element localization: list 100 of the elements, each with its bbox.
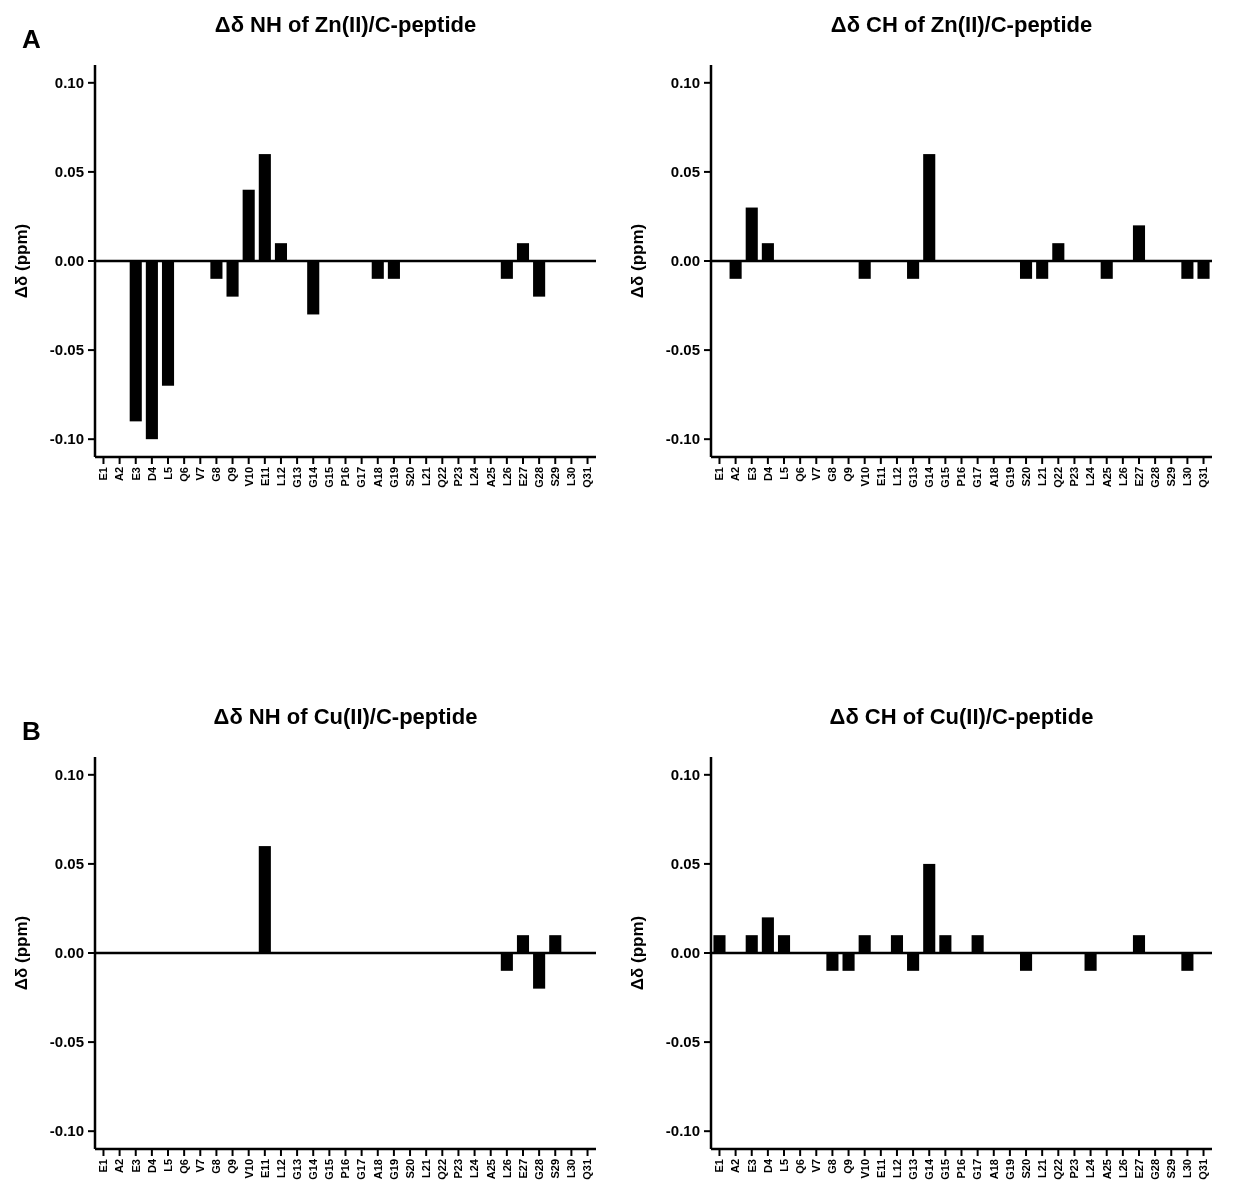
x-tick-label: G13 — [290, 467, 303, 488]
x-tick-label: L12 — [274, 467, 287, 486]
y-tick-label: 0.10 — [670, 74, 700, 92]
x-tick-label: G13 — [906, 467, 919, 488]
x-tick-label: G8 — [210, 467, 223, 482]
x-tick-label: G15 — [939, 467, 952, 488]
x-tick-label: Q22 — [1052, 1159, 1065, 1180]
x-tick-label: Q9 — [842, 467, 855, 482]
x-tick-label: L30 — [1181, 1159, 1194, 1178]
x-tick-label: Q22 — [436, 1159, 449, 1180]
text: B — [22, 716, 41, 746]
x-tick-label: Q22 — [436, 467, 449, 488]
x-tick-label: Q22 — [1052, 467, 1065, 488]
x-tick-label: P23 — [452, 467, 465, 487]
x-tick-label: D4 — [145, 466, 158, 482]
x-tick-label: L26 — [1116, 467, 1129, 486]
x-tick-label: G8 — [210, 1159, 223, 1174]
x-tick-label: P23 — [1068, 467, 1081, 487]
x-tick-label: L24 — [1084, 466, 1097, 486]
x-tick-label: L5 — [777, 467, 790, 480]
y-tick-label: 0.05 — [54, 855, 84, 873]
y-tick-label: 0.10 — [54, 74, 84, 92]
x-tick-label: Q31 — [581, 467, 594, 488]
x-tick-label: A18 — [987, 1159, 1000, 1180]
x-tick-label: E11 — [258, 1159, 271, 1178]
x-tick-label: L24 — [468, 466, 481, 486]
x-tick-label: L24 — [468, 1158, 481, 1178]
x-tick-label: D4 — [761, 1158, 774, 1174]
x-tick-label: A2 — [729, 467, 742, 482]
x-tick-label: G14 — [307, 1158, 320, 1180]
x-tick-label: A18 — [371, 1159, 384, 1180]
x-tick-label: L5 — [161, 467, 174, 480]
x-tick-label: V7 — [810, 1159, 823, 1173]
x-tick-label: L26 — [1116, 1159, 1129, 1178]
x-tick-label: P16 — [955, 1159, 968, 1179]
x-tick-label: L21 — [420, 1159, 433, 1178]
x-tick-label: Q6 — [794, 467, 806, 482]
x-tick-label: Q6 — [178, 467, 190, 482]
x-tick-label: E11 — [874, 1159, 887, 1178]
y-tick-label: 0.00 — [670, 252, 700, 270]
y-tick-label: -0.05 — [665, 1033, 700, 1051]
x-tick-label: G8 — [826, 467, 839, 482]
x-tick-label: G17 — [971, 1159, 984, 1180]
x-tick-label: P23 — [1068, 1159, 1081, 1179]
y-axis-title: Δδ (ppm) — [628, 915, 647, 991]
x-tick-label: A25 — [484, 467, 497, 488]
x-tick-label: S29 — [549, 1159, 562, 1179]
chart-title: Δδ CH of Zn(II)/C-peptide — [830, 12, 1093, 37]
x-tick-label: A2 — [729, 1159, 742, 1174]
chart-title: Δδ CH of Cu(II)/C-peptide — [829, 704, 1094, 729]
x-tick-label: E1 — [713, 1159, 726, 1173]
x-tick-label: A25 — [1100, 467, 1113, 488]
x-tick-label: Q31 — [1197, 1159, 1210, 1180]
x-tick-label: G28 — [532, 1159, 545, 1180]
x-tick-label: L30 — [565, 467, 578, 486]
x-tick-label: G8 — [826, 1159, 839, 1174]
x-tick-label: Q6 — [178, 1159, 190, 1174]
x-tick-label: E27 — [1132, 1159, 1145, 1179]
x-tick-label: G14 — [923, 466, 936, 488]
x-tick-label: L5 — [161, 1159, 174, 1172]
x-tick-label: E27 — [516, 467, 529, 487]
y-tick-label: 0.00 — [670, 944, 700, 962]
x-tick-label: G17 — [971, 467, 984, 488]
x-tick-label: G14 — [923, 1158, 936, 1180]
x-tick-label: E3 — [745, 467, 758, 481]
x-tick-label: G19 — [387, 1159, 400, 1180]
x-tick-label: V7 — [810, 467, 823, 481]
x-tick-label: G28 — [1148, 467, 1161, 488]
x-tick-label: Q9 — [226, 1159, 239, 1174]
x-tick-label: S20 — [403, 467, 416, 487]
y-axis-title: Δδ (ppm) — [12, 915, 31, 991]
x-tick-label: P16 — [339, 1159, 352, 1179]
y-tick-label: -0.10 — [49, 430, 84, 448]
x-tick-label: V10 — [242, 467, 255, 487]
x-tick-label: E27 — [1132, 467, 1145, 487]
x-tick-label: G17 — [355, 1159, 368, 1180]
x-tick-label: A18 — [371, 467, 384, 488]
x-tick-label: G17 — [355, 467, 368, 488]
y-axis-title: Δδ (ppm) — [12, 223, 31, 299]
x-tick-label: E1 — [97, 467, 110, 481]
x-tick-label: L21 — [1036, 467, 1049, 486]
x-tick-label: S20 — [1019, 467, 1032, 487]
y-tick-label: 0.05 — [54, 163, 84, 181]
x-tick-label: S20 — [403, 1159, 416, 1179]
x-tick-label: L12 — [890, 1159, 903, 1178]
x-tick-label: V7 — [194, 467, 207, 481]
x-tick-label: L30 — [565, 1159, 578, 1178]
chart-title: Δδ NH of Cu(II)/C-peptide — [213, 704, 478, 729]
x-tick-label: V10 — [858, 1159, 871, 1179]
x-tick-label: L21 — [1036, 1159, 1049, 1178]
x-tick-label: V10 — [858, 467, 871, 487]
x-tick-label: Q9 — [226, 467, 239, 482]
x-tick-label: G19 — [387, 467, 400, 488]
x-tick-label: A2 — [113, 467, 126, 482]
x-tick-label: A25 — [484, 1159, 497, 1180]
x-tick-label: L26 — [500, 1159, 513, 1178]
x-tick-label: P23 — [452, 1159, 465, 1179]
x-tick-label: P16 — [955, 467, 968, 487]
x-tick-label: G15 — [323, 1159, 336, 1180]
y-tick-label: 0.05 — [670, 855, 700, 873]
